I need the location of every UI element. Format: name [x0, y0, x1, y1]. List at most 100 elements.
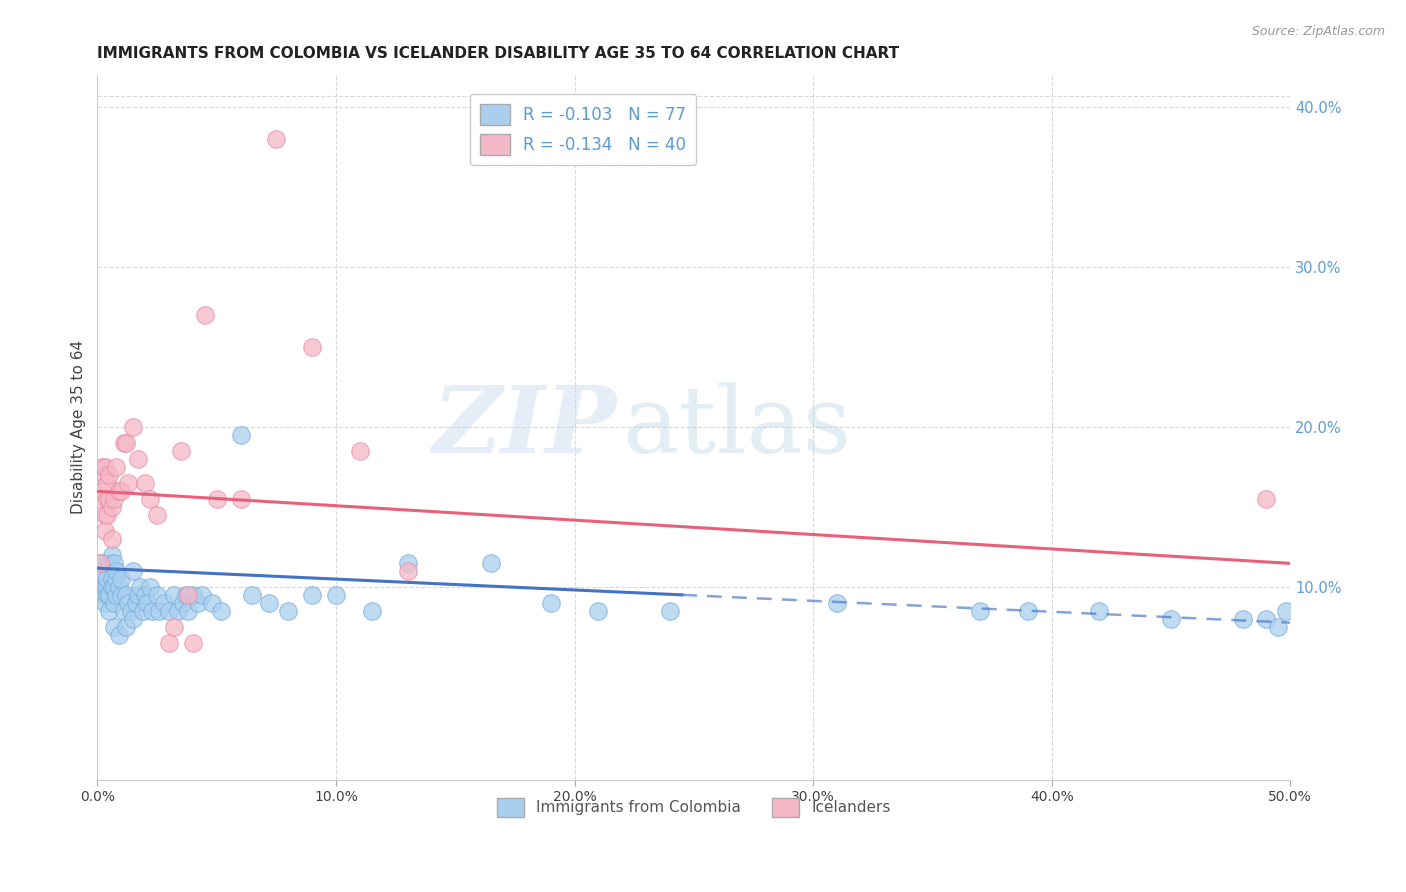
Point — [117, 476, 139, 491]
Point — [122, 612, 145, 626]
Point — [93, 460, 115, 475]
Point — [103, 557, 125, 571]
Point — [194, 308, 217, 322]
Point — [127, 452, 149, 467]
Point — [825, 596, 848, 610]
Point — [205, 492, 228, 507]
Point — [1256, 492, 1278, 507]
Point — [177, 604, 200, 618]
Point — [1256, 612, 1278, 626]
Point — [91, 565, 114, 579]
Point — [96, 476, 118, 491]
Point — [103, 581, 125, 595]
Point — [115, 589, 138, 603]
Point — [96, 581, 118, 595]
Point — [89, 573, 111, 587]
Point — [93, 524, 115, 539]
Point — [93, 557, 115, 571]
Point — [98, 589, 121, 603]
Point — [1017, 604, 1039, 618]
Point — [172, 596, 194, 610]
Point — [163, 589, 186, 603]
Point — [201, 596, 224, 610]
Point — [1160, 612, 1182, 626]
Point — [659, 604, 682, 618]
Point — [100, 500, 122, 515]
Point — [93, 596, 115, 610]
Point — [139, 492, 162, 507]
Point — [115, 620, 138, 634]
Point — [91, 484, 114, 499]
Point — [120, 604, 142, 618]
Point — [301, 589, 323, 603]
Point — [89, 557, 111, 571]
Point — [170, 444, 193, 458]
Point — [105, 565, 128, 579]
Point — [98, 557, 121, 571]
Point — [157, 636, 180, 650]
Point — [242, 589, 264, 603]
Point — [187, 596, 209, 610]
Point — [257, 596, 280, 610]
Point — [98, 468, 121, 483]
Point — [91, 589, 114, 603]
Point — [122, 565, 145, 579]
Point — [479, 557, 502, 571]
Point — [93, 581, 115, 595]
Point — [174, 589, 197, 603]
Point — [141, 604, 163, 618]
Point — [105, 589, 128, 603]
Point — [146, 508, 169, 523]
Point — [91, 460, 114, 475]
Text: ZIP: ZIP — [432, 383, 616, 472]
Point — [93, 468, 115, 483]
Point — [110, 589, 132, 603]
Text: atlas: atlas — [623, 383, 852, 472]
Point — [148, 604, 170, 618]
Point — [167, 604, 190, 618]
Point — [163, 620, 186, 634]
Point — [360, 604, 382, 618]
Point — [139, 581, 162, 595]
Point — [96, 573, 118, 587]
Text: IMMIGRANTS FROM COLOMBIA VS ICELANDER DISABILITY AGE 35 TO 64 CORRELATION CHART: IMMIGRANTS FROM COLOMBIA VS ICELANDER DI… — [97, 46, 900, 62]
Point — [1267, 620, 1289, 634]
Point — [1088, 604, 1111, 618]
Point — [112, 436, 135, 450]
Point — [98, 604, 121, 618]
Point — [105, 573, 128, 587]
Point — [229, 428, 252, 442]
Point — [157, 604, 180, 618]
Point — [153, 596, 176, 610]
Text: Source: ZipAtlas.com: Source: ZipAtlas.com — [1251, 25, 1385, 38]
Point — [112, 604, 135, 618]
Point — [181, 636, 204, 650]
Point — [110, 484, 132, 499]
Legend: Immigrants from Colombia, Icelanders: Immigrants from Colombia, Icelanders — [489, 790, 898, 825]
Point — [969, 604, 991, 618]
Point — [89, 557, 111, 571]
Point — [301, 340, 323, 354]
Point — [1232, 612, 1254, 626]
Point — [134, 476, 156, 491]
Point — [108, 581, 131, 595]
Point — [349, 444, 371, 458]
Point — [209, 604, 232, 618]
Point — [103, 620, 125, 634]
Point — [115, 436, 138, 450]
Point — [277, 604, 299, 618]
Point — [266, 132, 288, 146]
Point — [177, 589, 200, 603]
Point — [96, 508, 118, 523]
Point — [96, 492, 118, 507]
Point — [134, 589, 156, 603]
Point — [100, 549, 122, 563]
Point — [105, 460, 128, 475]
Point — [122, 420, 145, 434]
Point — [108, 484, 131, 499]
Point — [110, 573, 132, 587]
Point — [117, 596, 139, 610]
Point — [131, 604, 153, 618]
Point — [136, 596, 159, 610]
Point — [229, 492, 252, 507]
